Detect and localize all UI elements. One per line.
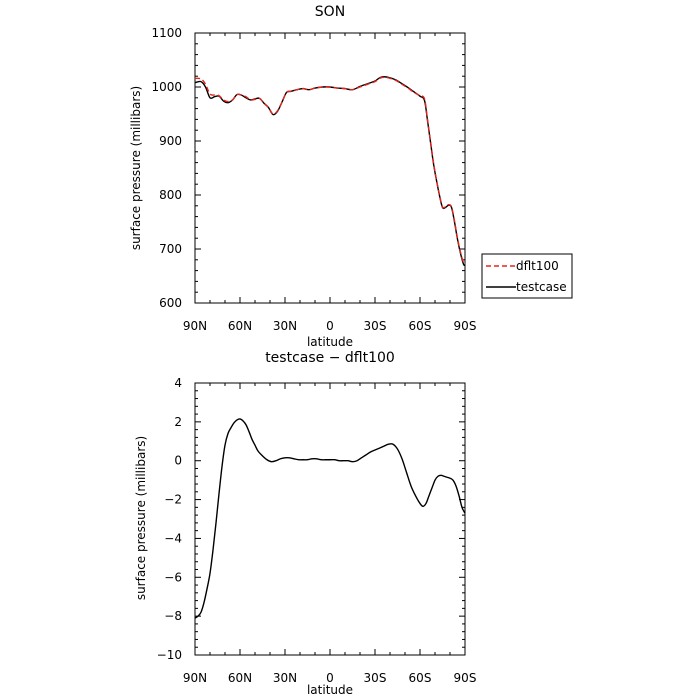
- x-tick-label: 60N: [228, 671, 252, 685]
- y-tick-label: 0: [174, 454, 182, 468]
- y-tick-label: −4: [164, 531, 182, 545]
- y-tick-label: −2: [164, 493, 182, 507]
- y-tick-label: 900: [159, 134, 182, 148]
- x-tick-label: 0: [326, 671, 334, 685]
- x-axis-label: latitude: [307, 683, 353, 697]
- y-tick-label: 700: [159, 242, 182, 256]
- x-tick-label: 30N: [273, 671, 297, 685]
- plot-frame: [194, 382, 466, 656]
- x-tick-label: 90N: [183, 319, 207, 333]
- chart-son: SON latitude surface pressure (millibars…: [129, 4, 573, 349]
- chart-difference: testcase − dflt100 latitude surface pres…: [134, 350, 476, 697]
- x-tick-label: 60S: [409, 319, 432, 333]
- x-tick-label: 30S: [364, 319, 387, 333]
- x-axis-label: latitude: [307, 335, 353, 349]
- legend-label-dflt100: dflt100: [516, 259, 559, 273]
- series-line-dflt100: [194, 76, 466, 265]
- series-line-testcase: [194, 76, 466, 267]
- chart-title: SON: [315, 4, 345, 20]
- y-tick-label: 600: [159, 296, 182, 310]
- y-tick-label: 2: [174, 415, 182, 429]
- y-tick-label: 1100: [151, 26, 182, 40]
- y-axis-label: surface pressure (millibars): [134, 436, 148, 600]
- plot-area: 90N 60N 30N 0 30S 60S 90S 600 700 800 900 1000 1100: [151, 26, 476, 333]
- x-tick-label: 90N: [183, 671, 207, 685]
- legend-label-testcase: testcase: [516, 280, 567, 294]
- x-tick-label: 90S: [454, 319, 477, 333]
- x-tick-label: 60N: [228, 319, 252, 333]
- y-tick-label: 1000: [151, 80, 182, 94]
- x-tick-label: 60S: [409, 671, 432, 685]
- y-tick-label: −10: [157, 648, 182, 662]
- x-tick-label: 30N: [273, 319, 297, 333]
- x-tick-label: 0: [326, 319, 334, 333]
- legend: dflt100 testcase: [481, 253, 573, 299]
- y-tick-label: 800: [159, 188, 182, 202]
- y-tick-label: 4: [174, 376, 182, 390]
- y-tick-label: −8: [164, 609, 182, 623]
- x-tick-label: 90S: [454, 671, 477, 685]
- plot-area: 90N 60N 30N 0 30S 60S 90S −10 −8 −6 −4 −2 0 2 4: [157, 376, 477, 685]
- plot-frame: [194, 32, 466, 304]
- y-axis-label: surface pressure (millibars): [129, 86, 143, 250]
- x-tick-label: 30S: [364, 671, 387, 685]
- y-tick-label: −6: [164, 570, 182, 584]
- chart-title: testcase − dflt100: [265, 350, 395, 366]
- series-line-series-0: [194, 418, 466, 619]
- legend-box: [481, 253, 573, 299]
